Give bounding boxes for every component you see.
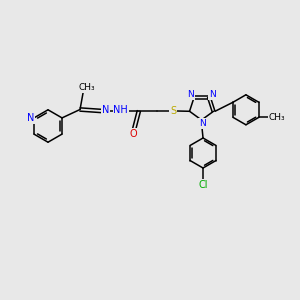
Text: NH: NH xyxy=(113,105,128,116)
Text: N: N xyxy=(187,90,194,99)
Text: N: N xyxy=(27,113,34,123)
Text: O: O xyxy=(129,129,136,139)
Text: S: S xyxy=(170,106,176,116)
Text: Cl: Cl xyxy=(199,179,208,190)
Text: N: N xyxy=(209,90,216,99)
Text: CH₃: CH₃ xyxy=(268,113,285,122)
Text: CH₃: CH₃ xyxy=(78,83,95,92)
Text: N: N xyxy=(199,119,206,128)
Text: N: N xyxy=(102,105,110,116)
